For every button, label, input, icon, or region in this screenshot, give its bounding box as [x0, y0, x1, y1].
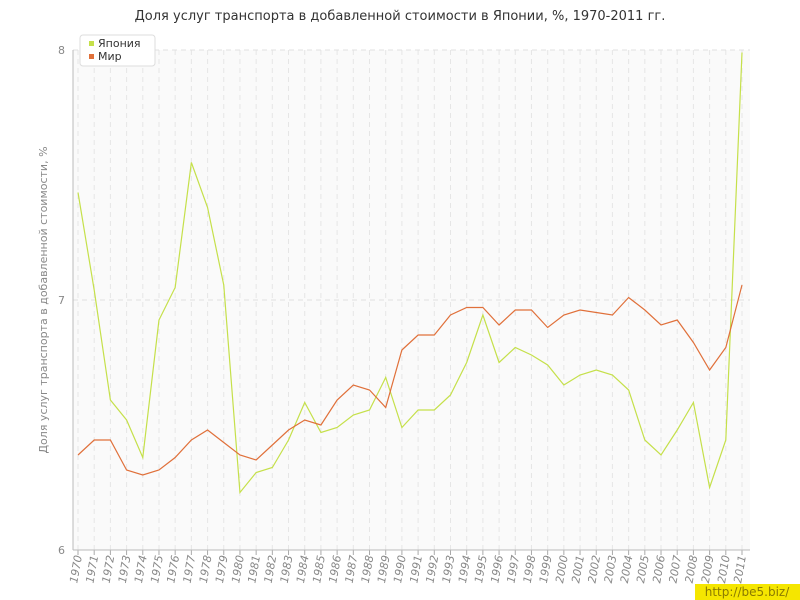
x-tick-label: 1998 — [521, 554, 539, 584]
x-tick-label: 1977 — [181, 554, 199, 584]
x-tick-label: 1979 — [213, 554, 231, 584]
x-tick-label: 1976 — [164, 554, 182, 584]
legend-label: Мир — [98, 50, 122, 63]
watermark-bg — [695, 584, 800, 600]
x-tick-label: 2000 — [553, 554, 571, 584]
x-tick-label: 2010 — [715, 554, 733, 584]
legend-label: Япония — [98, 37, 141, 50]
x-tick-label: 1987 — [343, 554, 361, 584]
x-tick-label: 1971 — [83, 554, 101, 584]
x-tick-label: 1993 — [440, 554, 458, 584]
x-tick-label: 1978 — [197, 554, 215, 584]
x-tick-label: 1994 — [456, 554, 474, 584]
x-tick-label: 1980 — [229, 554, 247, 584]
x-tick-label: 1970 — [67, 554, 85, 584]
x-tick-label: 2011 — [731, 554, 749, 584]
x-tick-label: 1991 — [407, 554, 425, 584]
watermark: http://be5.biz/ — [705, 585, 790, 599]
y-tick-label: 7 — [58, 294, 65, 307]
x-tick-label: 1989 — [375, 554, 393, 584]
x-tick-label: 2008 — [683, 554, 701, 584]
x-tick-label: 2001 — [569, 554, 587, 584]
legend-swatch — [89, 54, 94, 59]
legend-box — [79, 34, 156, 67]
x-tick-label: 1974 — [132, 554, 150, 584]
x-tick-label: 1983 — [278, 554, 296, 584]
x-tick-label: 1988 — [359, 554, 377, 584]
legend-swatch — [89, 41, 94, 46]
data-line — [77, 52, 743, 495]
x-tick-label: 2005 — [634, 554, 652, 584]
x-tick-label: 1985 — [310, 554, 328, 584]
x-tick-label: 1973 — [116, 554, 134, 584]
x-tick-label: 2006 — [650, 554, 668, 584]
x-tick-label: 1990 — [391, 554, 409, 584]
y-tick-label: 6 — [58, 544, 65, 557]
x-tick-label: 2003 — [602, 554, 620, 584]
x-tick-label: 2004 — [618, 554, 636, 584]
x-tick-label: 1975 — [148, 554, 166, 584]
x-tick-label: 1996 — [488, 554, 506, 584]
x-tick-label: 1995 — [472, 554, 490, 584]
x-tick-label: 2007 — [667, 554, 685, 584]
x-tick-label: 1997 — [505, 554, 523, 584]
x-tick-label: 1986 — [326, 554, 344, 584]
x-tick-label: 1992 — [424, 554, 442, 584]
y-axis-label: Доля услуг транспорта в добавленной стои… — [37, 146, 50, 453]
x-tick-label: 2002 — [586, 554, 604, 584]
y-tick-label: 8 — [58, 44, 65, 57]
x-tick-label: 1972 — [100, 554, 118, 584]
x-tick-label: 2009 — [699, 554, 717, 584]
x-tick-label: 1984 — [294, 554, 312, 584]
x-tick-label: 1999 — [537, 554, 555, 584]
x-tick-label: 1981 — [245, 554, 263, 584]
x-tick-label: 1982 — [262, 554, 280, 584]
data-line — [77, 284, 743, 476]
chart-title: Доля услуг транспорта в добавленной стои… — [135, 9, 666, 24]
